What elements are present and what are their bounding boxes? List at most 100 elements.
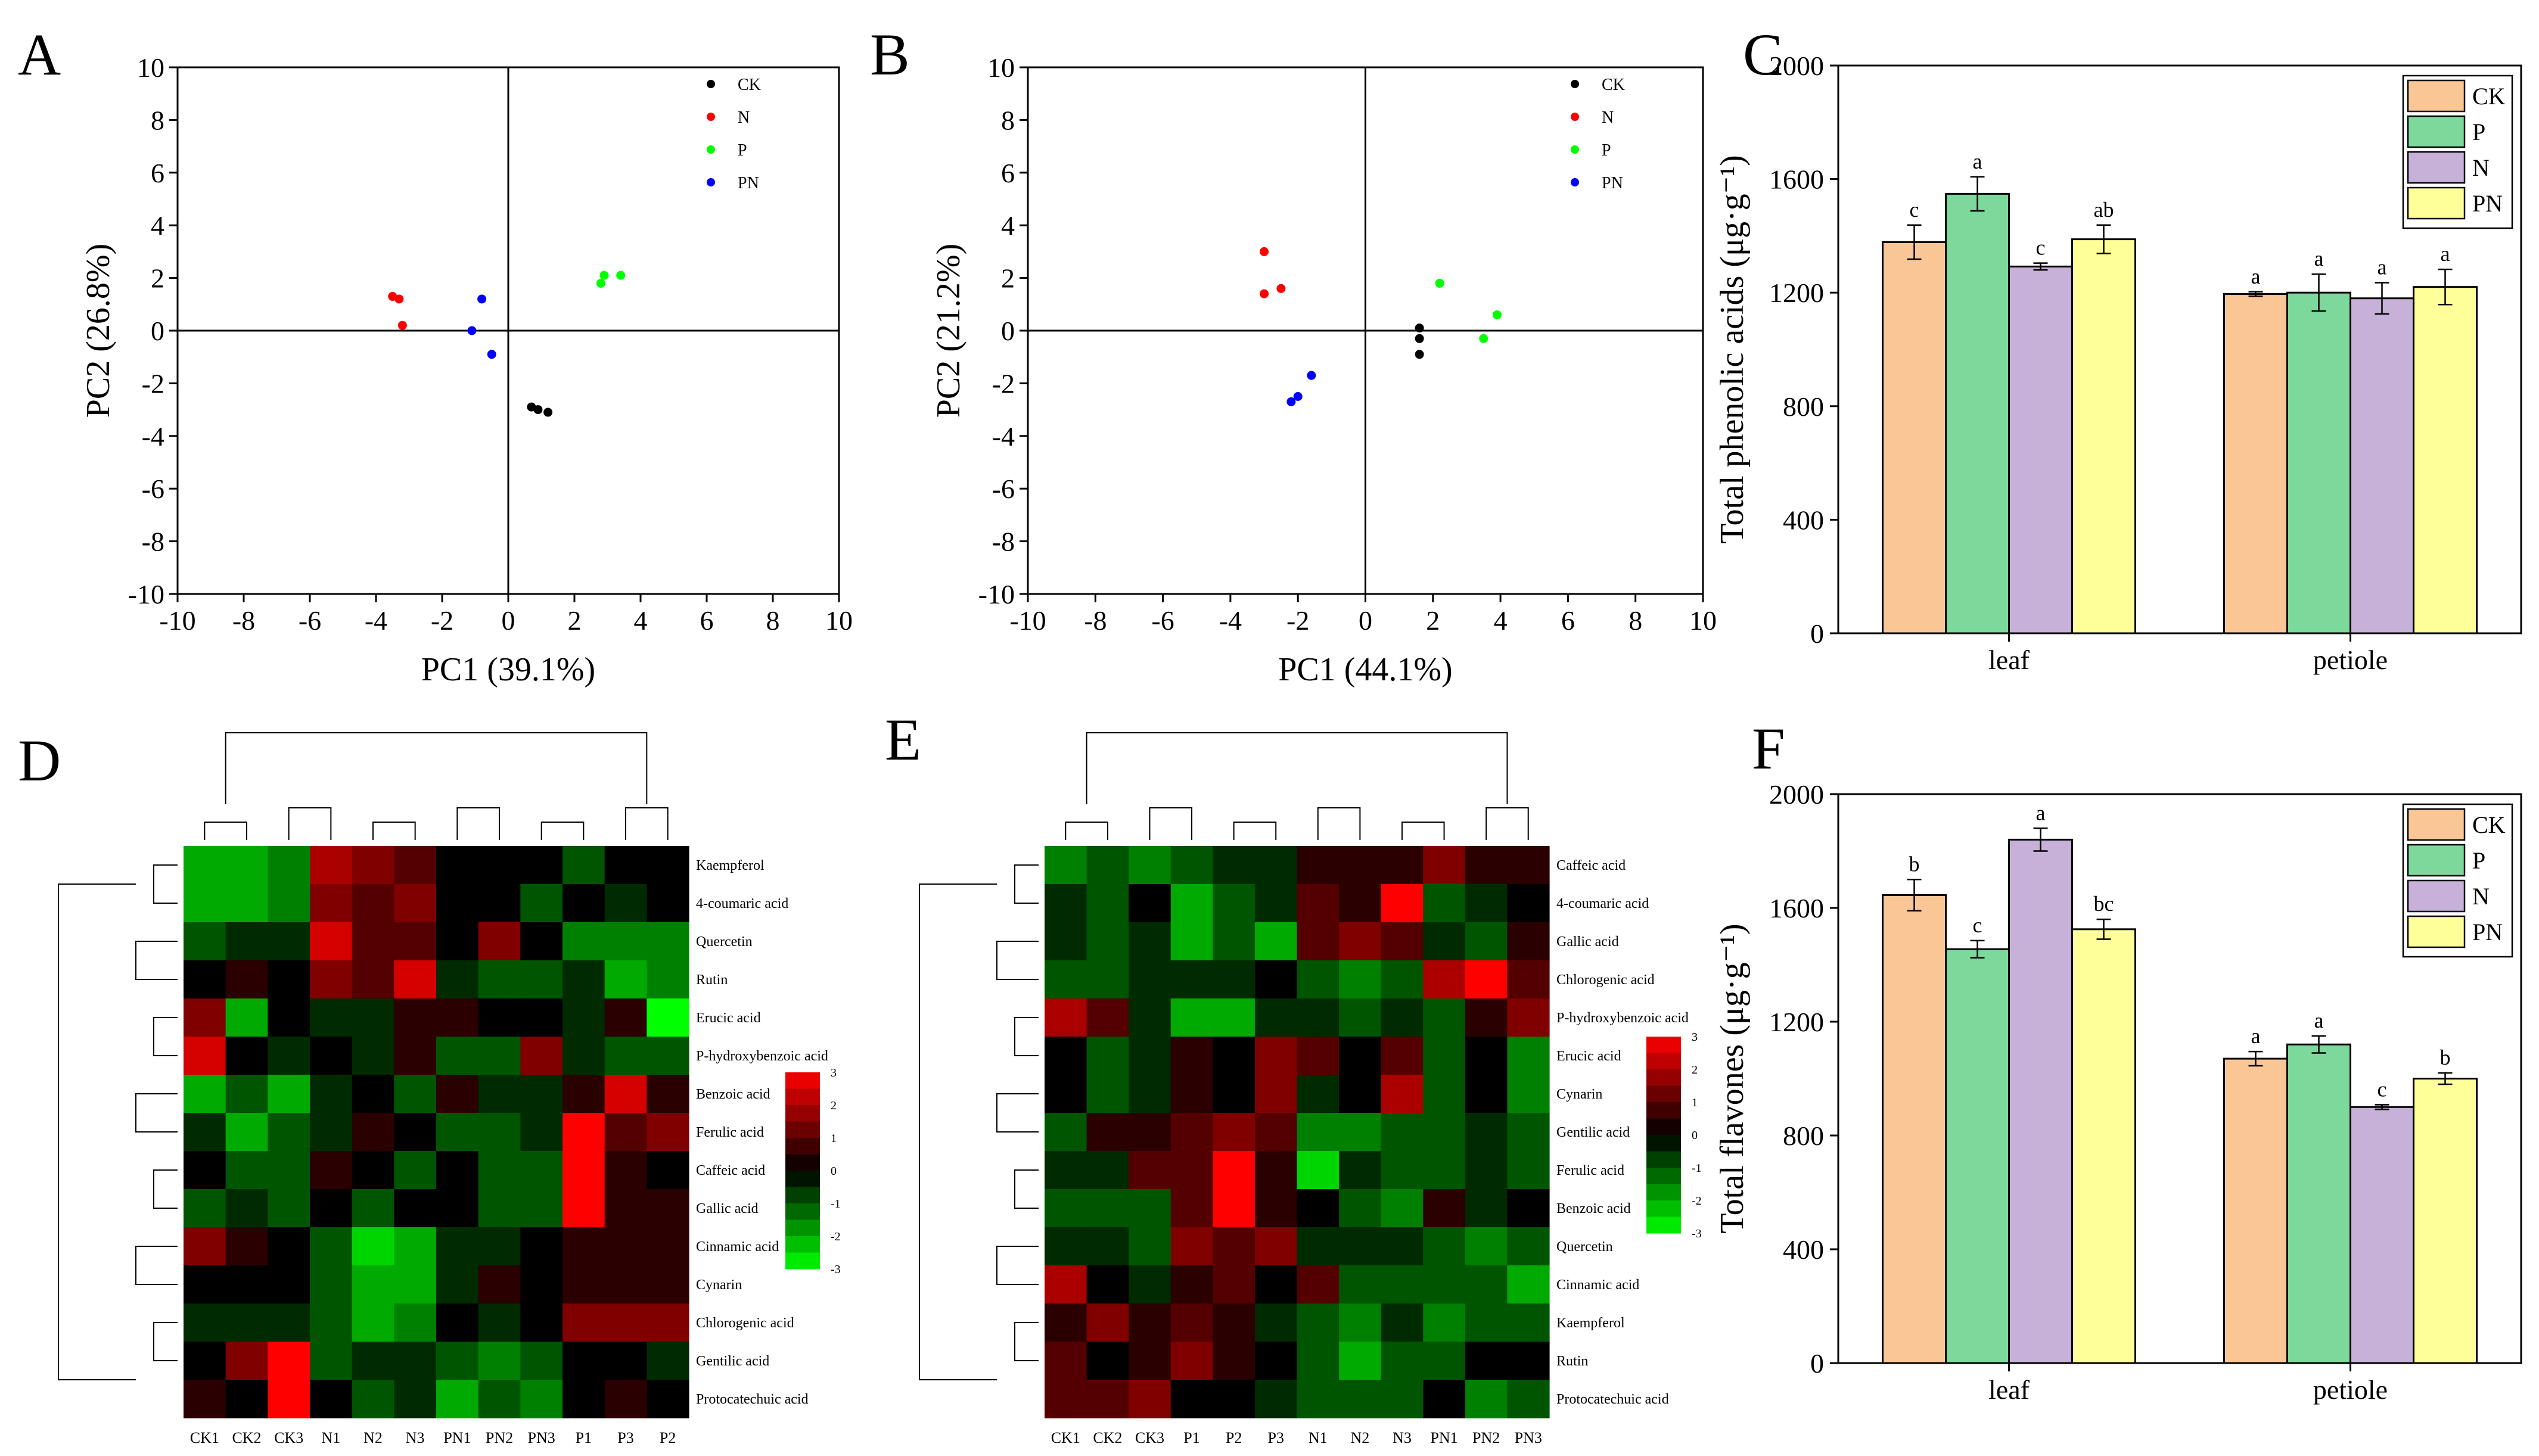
heatmap-cell [478, 1113, 521, 1152]
data-point-ck [1415, 350, 1424, 359]
significance-letter: c [1973, 913, 1982, 937]
row-dendrogram [919, 864, 1039, 1380]
dendrogram-link [372, 822, 416, 840]
row-label: Gallic acid [1556, 934, 1619, 950]
y-tick-label: 0 [1810, 1348, 1824, 1379]
legend-swatch-pn [2407, 186, 2466, 220]
heatmap-cell [647, 1189, 689, 1228]
colorscale-step [1646, 1151, 1681, 1168]
heatmap-cell [1465, 1037, 1508, 1075]
heatmap-cell [1423, 1265, 1466, 1304]
heatmap-cell [563, 960, 605, 999]
heatmap-cell [520, 1227, 563, 1266]
x-tick-label: 4 [1494, 605, 1508, 636]
heatmap-cell [1170, 884, 1213, 923]
heatmap-cell [478, 1189, 521, 1228]
x-tick-label: -6 [1151, 605, 1174, 636]
heatmap-cell [1339, 960, 1382, 999]
heatmap-cell [520, 1037, 563, 1075]
heatmap-cell [1381, 846, 1424, 885]
colorscale-step [1646, 1135, 1681, 1152]
heatmap-cell [1507, 884, 1550, 923]
heatmap-cell [1213, 922, 1255, 961]
heatmap-cell [394, 1380, 437, 1418]
colorscale-step [785, 1138, 820, 1155]
heatmap-cell [184, 1113, 226, 1152]
heatmap-cell [1170, 1037, 1213, 1075]
row-label: Gallic acid [696, 1201, 759, 1217]
row-label: Protocatechuic acid [696, 1392, 809, 1407]
heatmap-cell [520, 1380, 563, 1418]
column-label: N3 [406, 1429, 425, 1446]
heatmap-cell [1297, 884, 1340, 923]
column-label: PN1 [443, 1429, 471, 1446]
heatmap-cell [225, 998, 268, 1037]
y-tick-label: 1600 [1769, 164, 1824, 195]
heatmap-cell [647, 960, 689, 999]
x-tick-label: 10 [1689, 605, 1717, 636]
heatmap-cell [225, 1342, 268, 1380]
heatmap-cell [1045, 1265, 1087, 1304]
colorscale-tick-label: -3 [1692, 1227, 1702, 1240]
bar-ck-petiole [2223, 293, 2288, 634]
heatmap-cell [225, 1113, 268, 1152]
heatmap-cell [1339, 998, 1382, 1037]
heatmap-cell [1129, 884, 1171, 923]
heatmap-cell [1254, 1189, 1298, 1228]
heatmap-cell [436, 1151, 479, 1190]
column-dendrogram [204, 732, 669, 840]
heatmap-cell [647, 998, 689, 1037]
heatmap-cell [310, 922, 353, 961]
heatmap-cell [268, 1265, 310, 1304]
x-category-label: petiole [2313, 1374, 2388, 1405]
bar-n-leaf [2008, 265, 2073, 634]
x-tick-label: -2 [1286, 605, 1309, 636]
heatmap-cell [604, 1380, 647, 1418]
data-point-p [616, 270, 626, 280]
y-tick-label: 10 [987, 52, 1015, 83]
data-point-ck [543, 407, 553, 417]
dendrogram-link [1486, 807, 1529, 840]
legend-label-ck: CK [2472, 83, 2506, 110]
significance-letter: ab [2094, 198, 2114, 222]
heatmap-cell [647, 1342, 689, 1380]
heatmap-cell [563, 1342, 605, 1380]
heatmap-cell [647, 1380, 689, 1418]
colorscale-step [1646, 1118, 1681, 1135]
heatmap-cell [436, 1380, 479, 1418]
heatmap-cell [604, 1189, 647, 1228]
row-label: Caffeic acid [1556, 858, 1626, 873]
row-label: Cynarin [1556, 1087, 1602, 1102]
data-point-n [1260, 289, 1269, 298]
heatmap-cell [1086, 922, 1129, 961]
heatmap-cell [1381, 1189, 1424, 1228]
heatmap-cell [268, 1380, 310, 1418]
heatmap-cell [394, 1113, 437, 1152]
heatmap-cell [1170, 1113, 1213, 1152]
data-point-p [1492, 310, 1502, 319]
heatmap-cell [394, 922, 437, 961]
colorscale-step [785, 1252, 820, 1270]
x-tick-label: 10 [825, 605, 853, 636]
heatmap-cell [563, 1037, 605, 1075]
row-label: Chlorogenic acid [696, 1315, 794, 1331]
row-label: 4-coumaric acid [696, 896, 788, 911]
heatmap-cell [268, 922, 310, 961]
heatmap-cell [1045, 1342, 1087, 1380]
heatmap-cell [436, 960, 479, 999]
heatmap-cell [1086, 998, 1129, 1037]
heatmap-cell [436, 1342, 479, 1380]
heatmap-cell [225, 960, 268, 999]
heatmap-cell [268, 1113, 310, 1152]
colorscale-tick-label: 2 [831, 1099, 837, 1112]
colorscale-step [785, 1187, 820, 1204]
heatmap-cell [1213, 998, 1255, 1037]
panel-letter-c: C [1743, 21, 1783, 88]
y-tick-label: -10 [978, 579, 1015, 609]
y-tick-label: 6 [151, 158, 164, 188]
panel-letter-f: F [1752, 715, 1785, 782]
heatmap-cell [352, 846, 394, 885]
colorscale-step [785, 1088, 820, 1106]
heatmap-cell [1129, 1227, 1171, 1266]
heatmap-cell [1297, 1151, 1340, 1190]
